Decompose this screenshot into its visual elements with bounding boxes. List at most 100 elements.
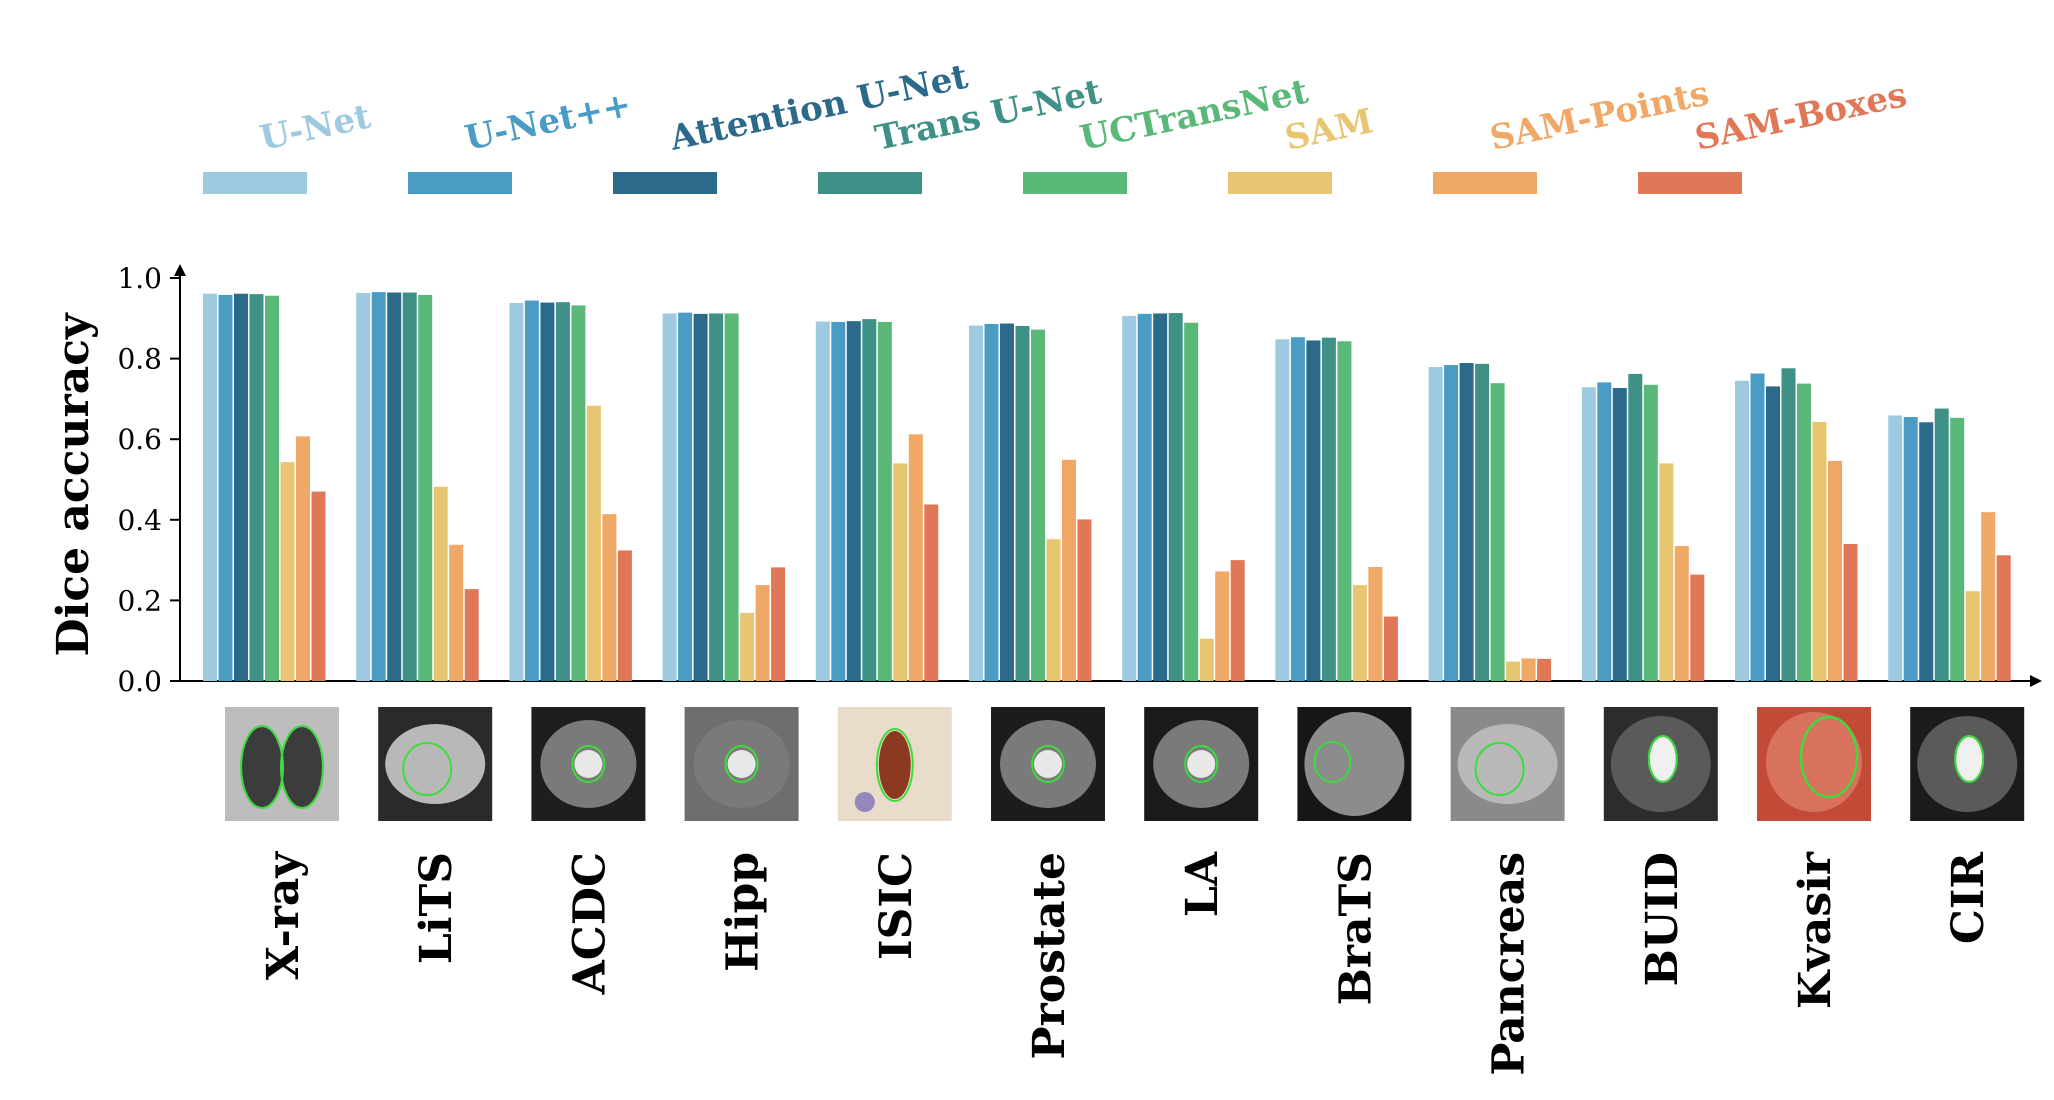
body-slice	[385, 724, 486, 804]
bar-pancreas-sam	[1506, 661, 1521, 681]
segmentation-contour	[1647, 735, 1678, 783]
bar-la-u-net	[1137, 313, 1152, 681]
bar-x-ray-attention-u-net	[234, 293, 248, 681]
bar-hipp-trans-u-net	[709, 313, 724, 681]
bar-cir-attention-u-net	[1919, 422, 1934, 681]
thumbnail-isic	[837, 707, 952, 821]
bar-pancreas-sam-points	[1521, 658, 1536, 681]
legend-label-u-net: U-Net	[257, 96, 375, 158]
bar-brats-sam	[1352, 585, 1367, 681]
bar-prostate-trans-u-net	[1015, 325, 1030, 681]
legend-swatch-attention-u-net	[613, 172, 717, 194]
thumbnail-buid	[1603, 707, 1718, 821]
thumbnail-prostate	[991, 707, 1105, 821]
brain	[1304, 712, 1405, 816]
y-tick-label: 0.0	[117, 665, 162, 698]
body-slice	[1457, 724, 1558, 804]
bar-buid-attention-u-net	[1612, 388, 1627, 681]
bar-lits-attention-u-net	[387, 292, 402, 681]
bar-isic-trans-u-net	[862, 319, 877, 681]
legend-swatch-sam-boxes	[1638, 172, 1742, 194]
bar-prostate-sam	[1046, 539, 1061, 681]
segmentation-contour	[280, 725, 324, 809]
bar-acdc-u-net	[524, 300, 539, 681]
bar-lits-sam	[433, 486, 448, 681]
bar-isic-sam	[893, 463, 908, 681]
bar-brats-u-net	[1275, 339, 1290, 681]
bars	[203, 292, 2011, 681]
bar-buid-u-net	[1581, 387, 1596, 681]
segmentation-contour	[1313, 741, 1352, 783]
bar-acdc-trans-u-net	[555, 302, 570, 681]
bar-kvasir-sam	[1812, 421, 1827, 681]
thumbnail-hipp	[684, 707, 799, 821]
legend-label-uctransnet: UCTransNet	[1077, 71, 1312, 158]
bar-x-ray-uctransnet	[265, 295, 279, 681]
segmentation-contour	[724, 745, 759, 783]
bar-pancreas-attention-u-net	[1459, 363, 1474, 681]
legend-swatch-trans-u-net	[818, 172, 922, 194]
bar-kvasir-u-net	[1735, 380, 1749, 681]
x-tick-label-isic: ISIC	[871, 852, 922, 960]
y-tick-label: 0.2	[117, 584, 162, 617]
bar-x-ray-u-net	[218, 294, 233, 681]
bar-isic-u-net	[815, 321, 830, 681]
segmentation-contour	[1799, 715, 1859, 799]
bar-pancreas-u-net	[1444, 365, 1459, 681]
structure	[1034, 750, 1062, 778]
bar-kvasir-uctransnet	[1797, 383, 1811, 681]
bar-lits-uctransnet	[418, 294, 433, 681]
x-axis-arrow	[2030, 675, 2042, 687]
segmentation-contour	[875, 728, 914, 802]
axes: 0.0 0.2 0.4 0.6 0.8 1.0 Dice accuracy	[48, 262, 2042, 698]
y-tick-label: 0.4	[117, 504, 162, 537]
legend-label-sam-points: SAM-Points	[1487, 73, 1713, 158]
y-tick-label: 0.6	[117, 423, 162, 456]
x-tick-label-buid: BUID	[1637, 852, 1688, 986]
bar-la-sam-points	[1215, 571, 1230, 681]
bar-cir-sam-boxes	[1996, 555, 2011, 681]
bar-brats-attention-u-net	[1306, 340, 1321, 681]
bar-prostate-u-net	[984, 323, 999, 681]
bar-acdc-u-net	[509, 302, 524, 681]
bar-acdc-sam-boxes	[617, 550, 632, 681]
segmentation-contour	[571, 745, 606, 783]
bar-prostate-uctransnet	[1031, 329, 1045, 681]
bar-kvasir-attention-u-net	[1766, 386, 1780, 681]
bar-isic-uctransnet	[877, 321, 892, 681]
bar-prostate-sam-boxes	[1077, 519, 1092, 681]
bar-acdc-sam	[586, 405, 601, 681]
target	[1649, 737, 1676, 781]
bar-la-sam-boxes	[1230, 560, 1245, 681]
legend-swatch-sam-points	[1433, 172, 1537, 194]
bar-acdc-uctransnet	[571, 305, 586, 681]
bar-lits-u-net	[371, 292, 386, 681]
bar-x-ray-sam	[280, 462, 295, 681]
bar-brats-sam-points	[1368, 566, 1383, 681]
dataset-thumbnails	[225, 707, 2025, 821]
x-tick-label-la: LA	[1177, 851, 1228, 917]
x-tick-label-brats: BraTS	[1330, 852, 1381, 1005]
segmentation-contour	[1031, 745, 1065, 783]
bar-buid-trans-u-net	[1628, 373, 1643, 681]
bar-x-ray-u-net	[203, 293, 217, 681]
y-axis-arrow	[174, 264, 186, 276]
bar-la-u-net	[1122, 315, 1137, 681]
lung-left	[242, 727, 282, 807]
bar-lits-sam-points	[449, 544, 464, 681]
legend-label-u-net: U-Net++	[462, 85, 635, 159]
x-tick-label-kvasir: Kvasir	[1790, 851, 1841, 1009]
tissue	[1766, 712, 1862, 812]
x-tick-labels: X-ray LiTS ACDC Hipp ISIC Prostate LA BraTS Panc…	[258, 851, 1994, 1076]
thumbnail-brats	[1297, 707, 1412, 821]
bar-buid-sam-boxes	[1690, 574, 1705, 681]
bar-kvasir-trans-u-net	[1781, 368, 1796, 681]
bar-isic-attention-u-net	[846, 321, 861, 681]
bar-prostate-attention-u-net	[1000, 323, 1014, 681]
legend-swatch-u-net	[408, 172, 512, 194]
legend-swatch-u-net	[203, 172, 307, 194]
y-tick-label: 1.0	[117, 262, 162, 295]
structure	[727, 750, 756, 778]
